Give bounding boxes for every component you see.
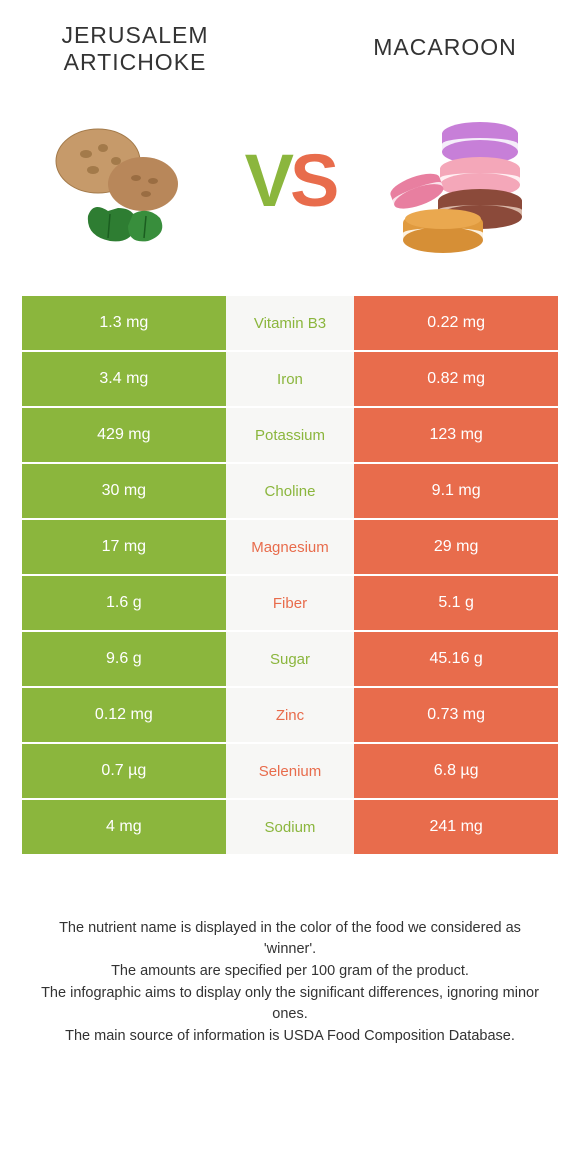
nutrient-label-cell: Sugar <box>226 632 355 686</box>
table-row: 4 mgSodium241 mg <box>22 800 558 856</box>
left-value-cell: 1.3 mg <box>22 296 226 350</box>
left-value-cell: 17 mg <box>22 520 226 574</box>
nutrient-label-cell: Vitamin B3 <box>226 296 355 350</box>
right-value-cell: 45.16 g <box>354 632 558 686</box>
vs-s: S <box>290 144 335 218</box>
left-value-cell: 9.6 g <box>22 632 226 686</box>
right-value-cell: 0.82 mg <box>354 352 558 406</box>
macaroon-image <box>385 101 545 261</box>
nutrient-label-cell: Magnesium <box>226 520 355 574</box>
right-food-title: MACAROON <box>345 22 545 76</box>
nutrient-label-cell: Iron <box>226 352 355 406</box>
right-value-cell: 0.22 mg <box>354 296 558 350</box>
right-value-cell: 29 mg <box>354 520 558 574</box>
footnote-line: The amounts are specified per 100 gram o… <box>40 961 540 982</box>
table-row: 0.7 µgSelenium6.8 µg <box>22 744 558 800</box>
table-row: 1.6 gFiber5.1 g <box>22 576 558 632</box>
right-value-cell: 0.73 mg <box>354 688 558 742</box>
table-row: 9.6 gSugar45.16 g <box>22 632 558 688</box>
table-row: 17 mgMagnesium29 mg <box>22 520 558 576</box>
vs-label: VS <box>245 144 336 218</box>
left-value-cell: 3.4 mg <box>22 352 226 406</box>
table-row: 429 mgPotassium123 mg <box>22 408 558 464</box>
artichoke-image <box>35 101 195 261</box>
table-row: 0.12 mgZinc0.73 mg <box>22 688 558 744</box>
nutrient-label-cell: Potassium <box>226 408 355 462</box>
left-value-cell: 4 mg <box>22 800 226 854</box>
hero-row: VS <box>0 86 580 296</box>
nutrient-label-cell: Zinc <box>226 688 355 742</box>
left-value-cell: 1.6 g <box>22 576 226 630</box>
nutrient-label-cell: Fiber <box>226 576 355 630</box>
table-row: 30 mgCholine9.1 mg <box>22 464 558 520</box>
left-value-cell: 0.7 µg <box>22 744 226 798</box>
footnote-line: The main source of information is USDA F… <box>40 1026 540 1047</box>
nutrient-table: 1.3 mgVitamin B30.22 mg3.4 mgIron0.82 mg… <box>0 296 580 856</box>
table-row: 1.3 mgVitamin B30.22 mg <box>22 296 558 352</box>
nutrient-label-cell: Selenium <box>226 744 355 798</box>
footnote-line: The infographic aims to display only the… <box>40 983 540 1025</box>
left-value-cell: 429 mg <box>22 408 226 462</box>
left-value-cell: 30 mg <box>22 464 226 518</box>
right-value-cell: 241 mg <box>354 800 558 854</box>
table-row: 3.4 mgIron0.82 mg <box>22 352 558 408</box>
right-value-cell: 123 mg <box>354 408 558 462</box>
right-value-cell: 6.8 µg <box>354 744 558 798</box>
footnotes: The nutrient name is displayed in the co… <box>0 856 580 1047</box>
left-value-cell: 0.12 mg <box>22 688 226 742</box>
footnote-line: The nutrient name is displayed in the co… <box>40 918 540 960</box>
vs-v: V <box>245 144 290 218</box>
right-value-cell: 9.1 mg <box>354 464 558 518</box>
nutrient-label-cell: Choline <box>226 464 355 518</box>
left-food-title: JERUSALEM ARTICHOKE <box>35 22 235 76</box>
nutrient-label-cell: Sodium <box>226 800 355 854</box>
header: JERUSALEM ARTICHOKE MACAROON <box>0 0 580 86</box>
right-value-cell: 5.1 g <box>354 576 558 630</box>
